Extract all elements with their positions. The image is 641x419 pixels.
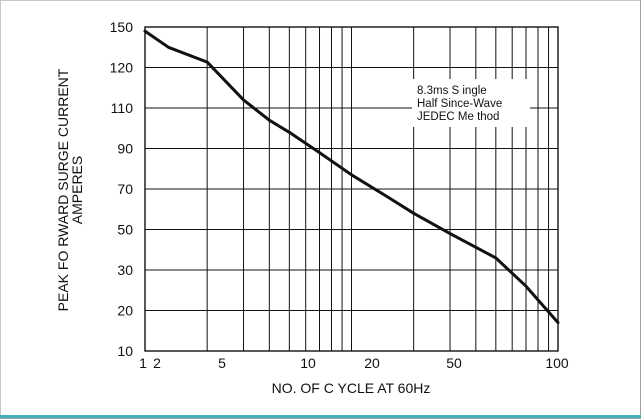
grid <box>145 27 558 351</box>
series-line <box>143 29 560 325</box>
x-tick-label: 50 <box>446 355 462 371</box>
x-tick-label: 1 <box>139 355 147 371</box>
y-tick-label: 20 <box>117 303 133 319</box>
x-tick-label: 100 <box>545 355 569 371</box>
x-tick-label: 2 <box>153 355 161 371</box>
x-axis-label: NO. OF C YCLE AT 60Hz <box>272 380 431 396</box>
y-tick-label: 50 <box>117 222 133 238</box>
annotation-line-2: Half Since-Wave <box>417 98 502 110</box>
annotation-line-3: JEDEC Me thod <box>417 111 499 123</box>
y-tick-label: 30 <box>117 262 133 278</box>
x-tick-label: 20 <box>364 355 380 371</box>
x-tick-label: 5 <box>218 355 226 371</box>
bottom-accent-line <box>0 415 641 418</box>
x-tick-label: 10 <box>300 355 316 371</box>
y-tick-label: 120 <box>110 60 134 76</box>
plot-area <box>144 26 559 352</box>
y-tick-label: 150 <box>110 19 134 35</box>
y-axis-label-line-1: PEAK FO RWARD SURGE CURRENT <box>55 68 71 311</box>
y-tick-label: 110 <box>111 100 134 116</box>
annotation-line-1: 8.3ms S ingle <box>417 85 487 97</box>
y-axis-label-line-2: AMPERES <box>69 156 85 224</box>
y-axis-label: PEAK FO RWARD SURGE CURRENT AMPERES <box>55 68 85 311</box>
annotation-box: 8.3ms S ingle Half Since-Wave JEDEC Me t… <box>412 79 530 127</box>
tick-labels: 1 2 5 10 20 50 100 150 120 110 90 70 50 30 20 10 <box>110 19 569 371</box>
y-tick-label: 10 <box>117 343 133 359</box>
y-tick-label: 70 <box>117 181 133 197</box>
y-tick-label: 90 <box>117 141 133 157</box>
